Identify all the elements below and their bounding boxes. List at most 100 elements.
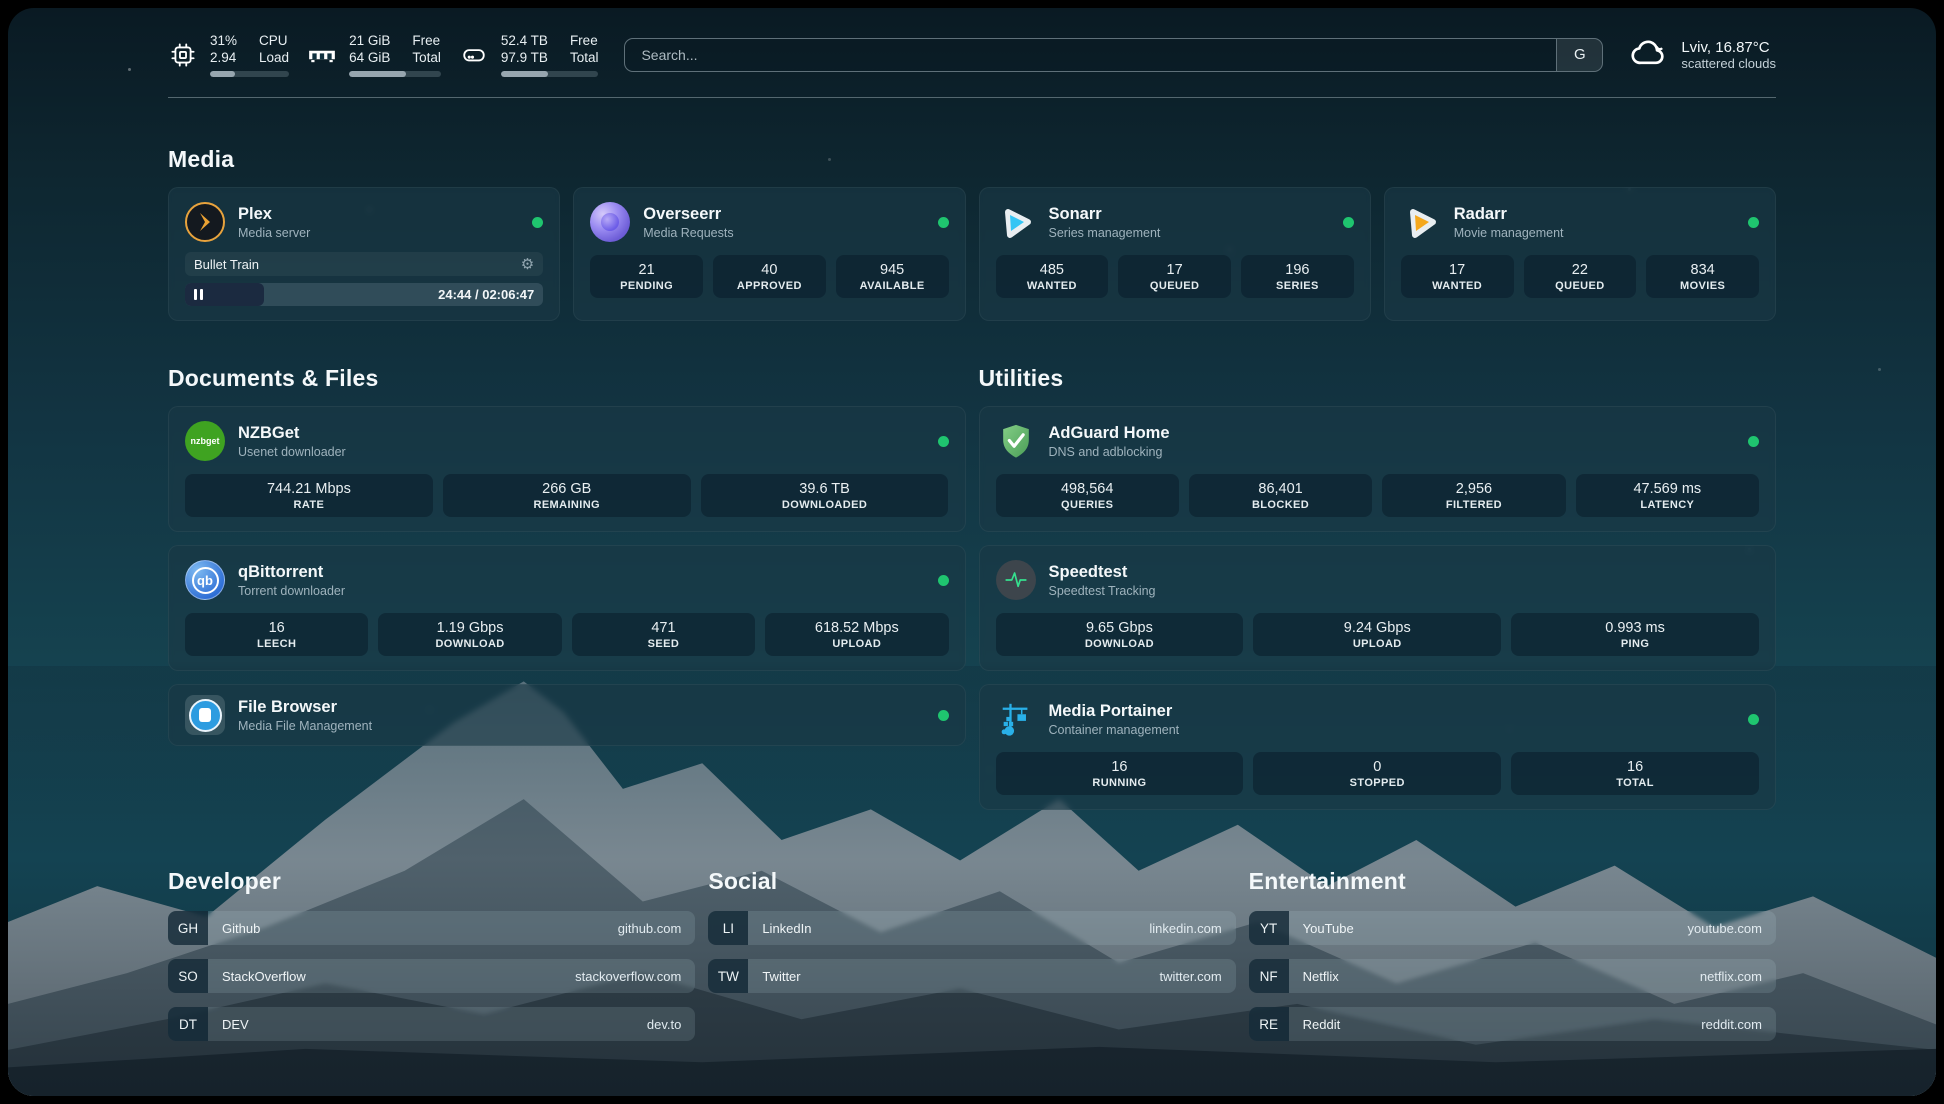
adguard-icon (996, 421, 1036, 461)
dev-abbr-icon: DT (168, 1007, 208, 1041)
bookmarks-social: Social LI LinkedIn linkedin.com TW Twitt… (708, 868, 1236, 1041)
bookmark-netflix[interactable]: NF Netflix netflix.com (1248, 959, 1776, 993)
app-name: qBittorrent (238, 562, 324, 581)
reddit-abbr-icon: RE (1248, 1007, 1289, 1041)
stat-upload: 9.24 Gbps UPLOAD (1253, 613, 1502, 656)
bookmark-github[interactable]: GH Github github.com (168, 911, 696, 945)
app-desc: Torrent downloader (238, 583, 346, 598)
stat-filtered: 2,956 FILTERED (1382, 474, 1566, 517)
bookmarks-developer: Developer GH Github github.com SO StackO… (168, 868, 696, 1041)
bookmark-linkedin[interactable]: LI LinkedIn linkedin.com (708, 911, 1236, 945)
app-card-sonarr[interactable]: Sonarr Series management 485 WANTED 17 Q… (978, 187, 1371, 321)
cpu-label-top: CPU (259, 33, 288, 48)
section-title-social: Social (708, 868, 778, 894)
app-card-speedtest[interactable]: Speedtest Speedtest Tracking 9.65 Gbps D… (978, 545, 1776, 671)
cpu-icon (168, 42, 198, 68)
app-desc: Speedtest Tracking (1048, 583, 1156, 598)
ram-usage-bar (349, 71, 441, 77)
radarr-icon (1401, 202, 1441, 242)
search-input[interactable] (625, 38, 1557, 71)
search-bar[interactable]: G (624, 37, 1604, 72)
section-title-entertainment: Entertainment (1248, 868, 1406, 894)
ram-stat-group: 21 GiB 64 GiB Free Total (307, 32, 441, 77)
header-divider (168, 97, 1776, 98)
stat-wanted: 17 WANTED (1400, 255, 1514, 298)
app-desc: Media Requests (643, 225, 734, 240)
disk-label-top: Free (569, 33, 598, 48)
bookmark-reddit[interactable]: RE Reddit reddit.com (1248, 1007, 1776, 1041)
disk-icon (459, 42, 489, 68)
app-card-overseerr[interactable]: Overseerr Media Requests 21 PENDING 40 A… (573, 187, 966, 321)
status-dot-online (1748, 713, 1759, 725)
search-engine-button[interactable]: G (1556, 38, 1603, 71)
app-card-file-browser[interactable]: File Browser Media File Management (168, 684, 966, 746)
app-card-radarr[interactable]: Radarr Movie management 17 WANTED 22 QUE… (1383, 187, 1776, 321)
overseerr-icon (590, 202, 631, 242)
stat-series: 196 SERIES (1241, 255, 1354, 298)
app-name: Overseerr (643, 204, 722, 223)
disk-total: 97.9 TB (500, 50, 548, 65)
disk-usage-bar (500, 71, 599, 77)
app-desc: Usenet downloader (238, 444, 346, 459)
disk-stat-group: 52.4 TB 97.9 TB Free Total (459, 32, 599, 77)
status-dot-online (1342, 216, 1354, 228)
status-dot-online (937, 574, 949, 586)
app-desc: DNS and adblocking (1048, 444, 1163, 459)
section-title-documents: Documents & Files (168, 365, 379, 391)
bookmark-youtube[interactable]: YT YouTube youtube.com (1248, 911, 1776, 945)
bookmark-stackoverflow[interactable]: SO StackOverflow stackoverflow.com (168, 959, 696, 993)
bookmark-dev[interactable]: DT DEV dev.to (168, 1007, 696, 1041)
app-name: File Browser (238, 697, 338, 716)
stat-queued: 17 QUEUED (1118, 255, 1231, 298)
youtube-abbr-icon: YT (1248, 911, 1289, 945)
top-header: 31% 2.94 CPU Load (168, 32, 1776, 77)
cpu-label-bottom: Load (259, 50, 290, 65)
stat-running: 16 RUNNING (995, 752, 1244, 795)
app-name: Plex (238, 204, 272, 223)
app-desc: Media server (238, 225, 311, 240)
app-desc: Movie management (1453, 225, 1564, 240)
section-title-utilities: Utilities (978, 365, 1064, 391)
weather-widget: Lviv, 16.87°C scattered clouds (1629, 35, 1776, 74)
disk-label-bottom: Total (569, 50, 599, 65)
app-desc: Container management (1048, 722, 1180, 737)
app-name: Speedtest (1048, 562, 1128, 581)
status-dot-online (1748, 216, 1759, 228)
playback-progress-bar[interactable]: 24:44 / 02:06:47 (185, 283, 544, 306)
file-browser-icon (185, 695, 225, 735)
now-playing-title: Bullet Train (194, 256, 260, 272)
app-card-adguard-home[interactable]: AdGuard Home DNS and adblocking 498,564 … (978, 406, 1776, 532)
dashboard-screen: 31% 2.94 CPU Load (8, 8, 1936, 1096)
app-name: NZBGet (238, 423, 300, 442)
stat-available: 945 AVAILABLE (835, 255, 949, 298)
weather-location-temp: Lviv, 16.87°C (1681, 38, 1770, 56)
disk-free: 52.4 TB (500, 33, 548, 48)
ram-free: 21 GiB (349, 33, 391, 48)
app-card-media-portainer[interactable]: Media Portainer Container management 16 … (978, 684, 1776, 810)
ram-label-top: Free (412, 33, 441, 48)
stat-total: 16 TOTAL (1511, 752, 1759, 795)
bookmark-twitter[interactable]: TW Twitter twitter.com (708, 959, 1236, 993)
app-card-nzbget[interactable]: nzbget NZBGet Usenet downloader 744.21 M… (168, 406, 966, 532)
cpu-loadavg: 2.94 (210, 50, 237, 65)
stat-pending: 21 PENDING (590, 255, 703, 298)
app-name: Media Portainer (1048, 701, 1173, 720)
playback-time: 24:44 / 02:06:47 (438, 287, 535, 302)
weather-condition: scattered clouds (1681, 55, 1776, 71)
twitter-abbr-icon: TW (708, 959, 749, 993)
stat-download: 9.65 Gbps DOWNLOAD (995, 613, 1244, 656)
stat-blocked: 86,401 BLOCKED (1188, 474, 1373, 517)
stat-wanted: 485 WANTED (995, 255, 1109, 298)
app-card-plex[interactable]: Plex Media server Bullet Train ⚙ 24:44 /… (168, 187, 561, 321)
cloud-icon (1629, 35, 1669, 74)
status-dot-online (937, 709, 949, 721)
documents-column: Documents & Files nzbget NZBGet Usenet d… (168, 365, 966, 810)
stat-movies: 834 MOVIES (1646, 255, 1759, 298)
settings-gear-icon[interactable]: ⚙ (520, 256, 535, 273)
bookmarks-entertainment: Entertainment YT YouTube youtube.com NF … (1248, 868, 1776, 1041)
app-name: Sonarr (1048, 204, 1102, 223)
cpu-usage-bar (210, 71, 290, 77)
pause-icon[interactable] (194, 289, 203, 300)
app-card-qbittorrent[interactable]: qb qBittorrent Torrent downloader 16 (168, 545, 966, 671)
app-desc: Series management (1048, 225, 1161, 240)
